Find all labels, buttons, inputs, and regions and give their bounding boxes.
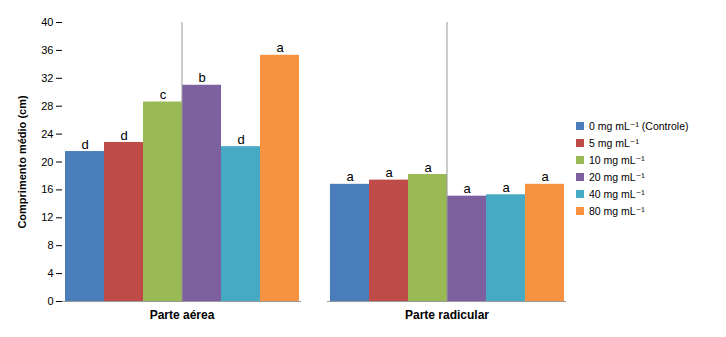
svg-text:4: 4 [47,267,53,279]
html-text:10 mg mL⁻¹: 10 mg mL⁻¹ [589,154,645,166]
html-text:5 mg mL⁻¹: 5 mg mL⁻¹ [589,137,639,149]
svg-text:d: d [237,132,244,147]
svg-text:0: 0 [47,295,53,307]
svg-text:Parte aérea: Parte aérea [150,308,215,322]
svg-text:c: c [160,87,167,102]
svg-text:d: d [120,128,127,143]
svg-text:12: 12 [41,211,53,223]
svg-text:28: 28 [41,100,53,112]
svg-text:b: b [198,70,205,85]
svg-text:36: 36 [41,44,53,56]
svg-text:d: d [81,137,88,152]
svg-text:a: a [502,180,510,195]
html-text:20 mg mL⁻¹: 20 mg mL⁻¹ [589,171,645,183]
html-text:0 mg mL⁻¹ (Controle): 0 mg mL⁻¹ (Controle) [589,120,689,132]
svg-text:a: a [541,169,549,184]
svg-text:8: 8 [47,239,53,251]
html-text:40 mg mL⁻¹: 40 mg mL⁻¹ [589,188,645,200]
svg-text:24: 24 [41,128,53,140]
svg-text:Comprimento médio (cm): Comprimento médio (cm) [16,95,28,229]
svg-text:Parte radicular: Parte radicular [405,308,489,322]
svg-text:a: a [346,169,354,184]
svg-text:a: a [385,165,393,180]
svg-text:16: 16 [41,183,53,195]
svg-text:32: 32 [41,72,53,84]
svg-text:a: a [424,160,432,175]
svg-text:20: 20 [41,156,53,168]
svg-text:a: a [463,181,471,196]
svg-text:40: 40 [41,16,53,28]
html-text:80 mg mL⁻¹: 80 mg mL⁻¹ [589,205,645,217]
svg-text:a: a [276,40,284,55]
